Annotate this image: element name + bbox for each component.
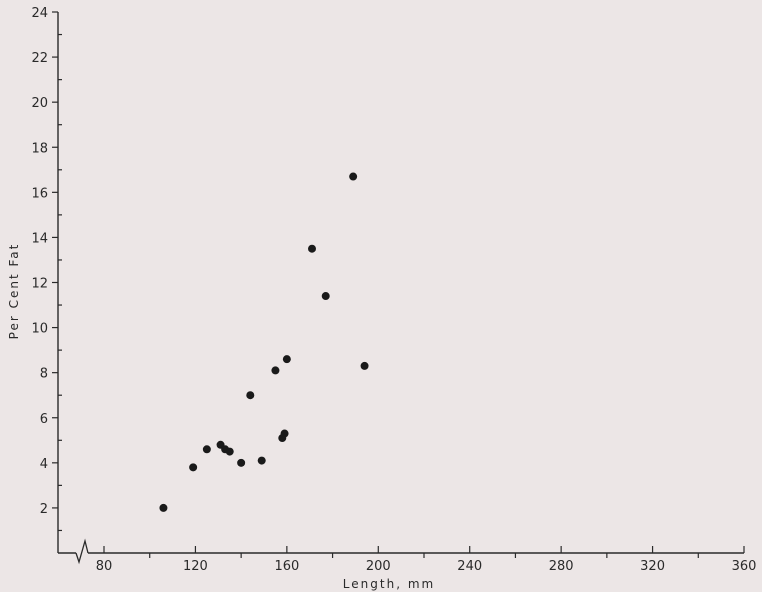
data-point <box>360 361 369 370</box>
data-point <box>271 366 280 375</box>
y-tick-label: 2 <box>40 502 48 517</box>
y-tick-label: 4 <box>40 457 48 472</box>
x-tick-label: 320 <box>640 559 665 574</box>
data-point <box>237 458 246 467</box>
data-point <box>202 445 211 454</box>
x-tick-label: 280 <box>549 559 574 574</box>
x-tick-label: 360 <box>732 559 757 574</box>
data-point <box>225 447 234 456</box>
y-tick-label: 14 <box>31 231 48 246</box>
x-tick-label: 120 <box>183 559 208 574</box>
x-tick-label: 80 <box>96 559 113 574</box>
x-tick-label: 200 <box>366 559 391 574</box>
x-axis-title: Length, mm <box>343 577 435 591</box>
y-tick-label: 20 <box>31 96 48 111</box>
data-point <box>159 503 168 512</box>
y-tick-label: 22 <box>31 51 48 66</box>
data-point <box>308 244 316 253</box>
y-tick-label: 16 <box>31 186 48 201</box>
y-tick-label: 24 <box>31 6 48 21</box>
y-tick-label: 10 <box>31 322 48 337</box>
data-points <box>159 172 369 512</box>
data-point <box>246 391 255 400</box>
y-tick-label: 18 <box>31 141 48 156</box>
x-tick-label: 160 <box>274 559 299 574</box>
data-point <box>321 292 330 301</box>
y-tick-label: 12 <box>31 277 48 292</box>
y-tick-label: 6 <box>40 412 48 427</box>
x-axis-break-mark <box>75 538 89 565</box>
data-point <box>189 463 198 472</box>
data-point <box>280 429 289 438</box>
y-axis-title: Per Cent Fat <box>7 243 21 340</box>
x-tick-label: 240 <box>457 559 482 574</box>
data-point <box>257 456 266 465</box>
data-point <box>282 355 291 364</box>
axes <box>57 12 744 565</box>
data-point <box>349 172 358 181</box>
y-tick-label: 8 <box>40 367 48 382</box>
x-axis-ticks: 80 120 160 200 240 280 320 360 <box>96 546 757 574</box>
